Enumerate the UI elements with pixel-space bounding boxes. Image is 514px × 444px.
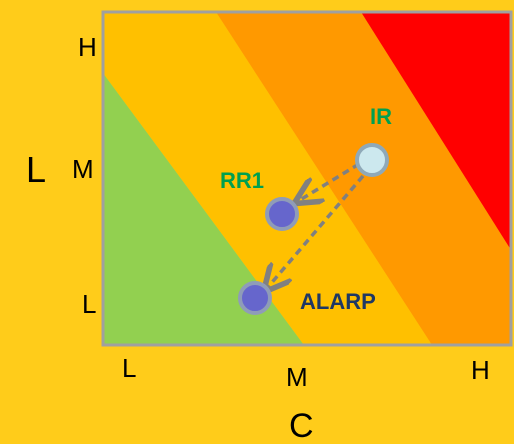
y-tick-high: H <box>78 32 97 62</box>
y-tick-low: L <box>82 289 96 319</box>
y-tick-medium: M <box>72 154 94 184</box>
zone-high <box>216 12 511 345</box>
point-alarp-label: ALARP <box>300 289 376 314</box>
x-tick-medium: M <box>286 362 308 392</box>
point-ir <box>355 143 389 177</box>
x-tick-high: H <box>471 355 490 385</box>
point-rr1-label: RR1 <box>220 168 264 193</box>
x-tick-low: L <box>122 353 136 383</box>
matrix-frame <box>101 10 513 347</box>
zone-very-high <box>361 12 511 250</box>
y-axis-title: L <box>26 149 46 190</box>
point-alarp <box>238 281 272 315</box>
point-ir-label: IR <box>370 104 392 129</box>
zone-medium <box>103 12 432 345</box>
point-rr1 <box>265 197 299 231</box>
arrow-ir-to-alarp <box>268 174 365 287</box>
x-axis-title: C <box>289 407 314 444</box>
